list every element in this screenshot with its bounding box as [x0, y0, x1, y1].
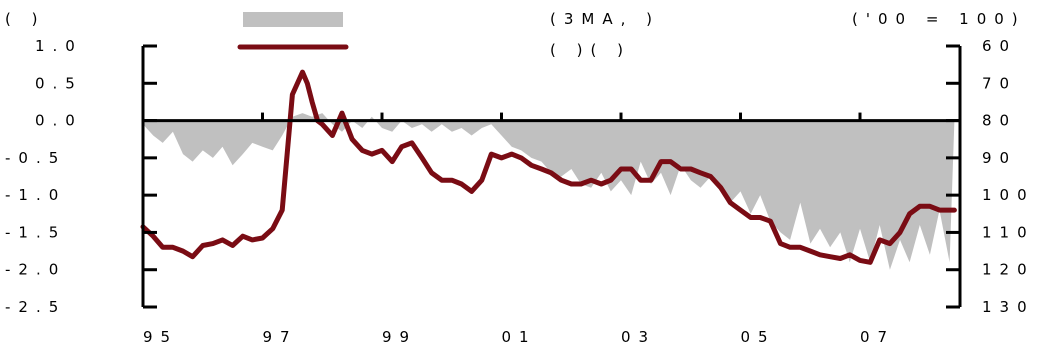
x-tick-label: 97 [263, 328, 298, 346]
left-axis: 1.0 0.5 0.0 -0.5 -1.0 -1.5 -2.0 -2.5 [5, 37, 157, 316]
header-right-text: ('00 = 100) [852, 10, 1026, 28]
right-tick-label: 70 [982, 74, 1017, 92]
header-left-text: ( ) [5, 10, 45, 28]
left-tick-label: 0.0 [35, 112, 83, 130]
right-tick-label: 80 [982, 112, 1017, 130]
right-tick-label: 100 [982, 186, 1035, 204]
left-tick-label: 1.0 [35, 37, 83, 55]
x-tick-label: 99 [382, 328, 417, 346]
right-tick-label: 130 [982, 298, 1035, 316]
left-tick-label: -2.0 [5, 261, 66, 279]
x-tick-label: 05 [741, 328, 776, 346]
x-tick-label: 07 [860, 328, 895, 346]
right-axis: 60 70 80 90 100 110 120 130 [946, 37, 1035, 316]
area-series [143, 113, 955, 270]
right-tick-label: 60 [982, 37, 1017, 55]
left-tick-label: 0.5 [35, 74, 83, 92]
legend-area-swatch [243, 12, 343, 27]
left-tick-label: -2.5 [5, 298, 66, 316]
left-tick-label: -1.0 [5, 186, 66, 204]
area-fill [143, 113, 955, 270]
x-tick-label: 01 [502, 328, 537, 346]
x-axis: 95 97 99 01 03 05 07 [141, 112, 960, 346]
right-tick-label: 90 [982, 149, 1017, 167]
right-tick-label: 120 [982, 261, 1035, 279]
line-path [140, 69, 957, 265]
x-tick-label: 03 [621, 328, 656, 346]
left-tick-label: -0.5 [5, 149, 66, 167]
header-units-text: (3MA, ) [550, 10, 660, 28]
x-tick-label: 95 [143, 328, 178, 346]
line-series [140, 69, 957, 265]
right-tick-label: 110 [982, 223, 1035, 241]
header-units-text-2: ( )( ) [550, 41, 631, 59]
left-tick-label: -1.5 [5, 223, 66, 241]
